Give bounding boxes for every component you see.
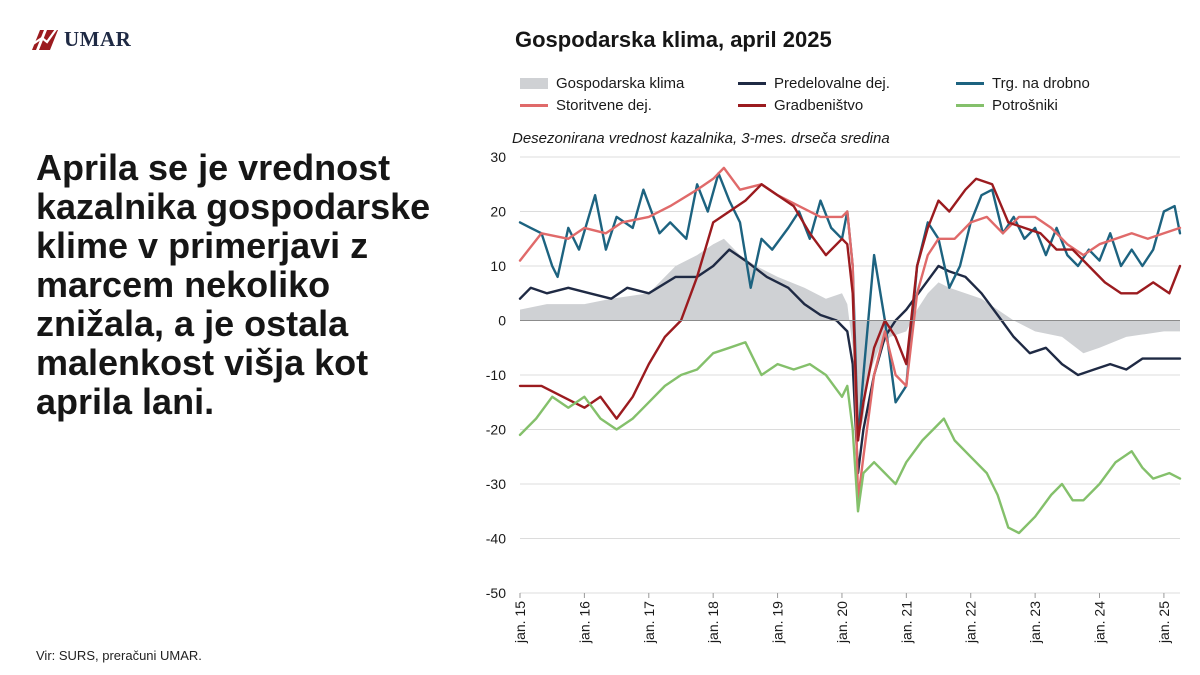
x-tick-label: jan. 22 xyxy=(963,601,979,644)
y-tick-label: -20 xyxy=(486,422,506,438)
y-tick-label: -10 xyxy=(486,367,506,383)
umar-logo-mark-icon xyxy=(32,27,58,50)
series-line-predelovalne-dej xyxy=(518,248,1182,475)
y-tick-label: -30 xyxy=(486,476,506,492)
y-tick-label: -50 xyxy=(486,585,506,601)
legend-swatch xyxy=(520,77,548,89)
legend-swatch xyxy=(520,103,548,107)
series-line-storitvene-dej xyxy=(518,166,1182,502)
legend-label: Gradbeništvo xyxy=(774,96,864,114)
legend-label: Gospodarska klima xyxy=(556,74,685,92)
chart-subtitle: Desezonirana vrednost kazalnika, 3-mes. … xyxy=(512,130,890,147)
chart-title: Gospodarska klima, april 2025 xyxy=(515,27,832,52)
x-tick-label: jan. 16 xyxy=(576,601,592,644)
legend-item-storitvene: Storitvene dej. xyxy=(520,95,738,115)
umar-logo: UMAR xyxy=(30,24,131,54)
y-tick-label: 10 xyxy=(490,258,506,274)
x-tick-label: jan. 25 xyxy=(1156,601,1172,644)
legend-item-trgovina: Trg. na drobno xyxy=(956,73,1156,93)
legend-label: Storitvene dej. xyxy=(556,96,652,114)
legend-item-potrosniki: Potrošniki xyxy=(956,95,1156,115)
legend-item-gradbenistvo: Gradbeništvo xyxy=(738,95,956,115)
legend-item-gospodarska-klima: Gospodarska klima xyxy=(520,73,738,93)
y-tick-label: 20 xyxy=(490,204,506,220)
logo-text: UMAR xyxy=(64,26,132,51)
legend-swatch xyxy=(738,81,766,85)
source-note: Vir: SURS, preračuni UMAR. xyxy=(36,648,202,663)
x-tick-label: jan. 23 xyxy=(1027,601,1043,644)
x-tick-label: jan. 18 xyxy=(705,601,721,644)
series-area-gospodarska-klima xyxy=(520,238,1180,441)
headline: Aprila se je vrednost kazalnika gospodar… xyxy=(36,147,431,422)
x-tick-label: jan. 21 xyxy=(898,601,914,644)
legend-swatch xyxy=(956,81,984,85)
legend-item-predelovalne: Predelovalne dej. xyxy=(738,73,956,93)
series-line-gradbeni-tvo xyxy=(518,177,1182,442)
x-tick-label: jan. 17 xyxy=(641,601,657,644)
x-tick-label: jan. 15 xyxy=(512,601,528,644)
legend-swatch xyxy=(956,103,984,107)
legend-label: Predelovalne dej. xyxy=(774,74,890,92)
y-tick-label: 30 xyxy=(490,149,506,165)
x-tick-label: jan. 24 xyxy=(1092,601,1108,644)
x-tick-label: jan. 19 xyxy=(770,601,786,644)
y-tick-label: -40 xyxy=(486,531,506,547)
series-line-potro-niki xyxy=(518,341,1182,535)
legend-swatch xyxy=(738,103,766,107)
legend-label: Potrošniki xyxy=(992,96,1058,114)
x-tick-label: jan. 20 xyxy=(834,601,850,644)
y-tick-label: 0 xyxy=(498,313,506,329)
legend-label: Trg. na drobno xyxy=(992,74,1090,92)
chart-legend: Gospodarska klima Predelovalne dej. Trg.… xyxy=(520,73,1160,115)
